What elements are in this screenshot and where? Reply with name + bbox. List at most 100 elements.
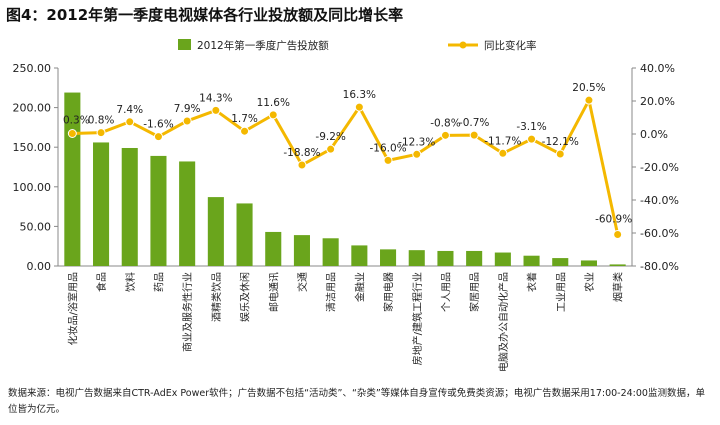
growth-rate-point [211, 105, 221, 115]
left-axis-tick-label: 250.00 [13, 62, 52, 75]
growth-rate-label: 16.3% [343, 89, 376, 101]
growth-rate-point [67, 129, 77, 139]
growth-rate-label: -18.8% [283, 147, 320, 159]
legend-bar-swatch [178, 39, 191, 50]
growth-rate-point [268, 110, 278, 120]
category-label: 饮料 [124, 272, 137, 292]
growth-rate-label: 14.3% [199, 92, 232, 104]
legend-line-label: 同比变化率 [484, 39, 537, 52]
growth-rate-point [354, 102, 364, 112]
bar [265, 231, 282, 266]
category-label: 金融业 [353, 272, 366, 302]
legend-line-marker [459, 41, 467, 49]
growth-rate-point [440, 130, 450, 140]
bar [380, 249, 397, 266]
category-label: 交通 [296, 272, 309, 292]
bar [408, 250, 425, 266]
legend-bar-label: 2012年第一季度广告投放额 [197, 39, 329, 52]
growth-rate-point [240, 126, 250, 136]
growth-rate-point [498, 148, 508, 158]
bar [179, 161, 196, 266]
category-label: 商业及服务性行业 [181, 272, 194, 352]
growth-rate-label: -60.9% [595, 213, 632, 225]
growth-rate-point [383, 155, 393, 165]
growth-rate-point [584, 95, 594, 105]
bar [322, 238, 339, 266]
growth-rate-label: 7.9% [174, 103, 201, 115]
bar [523, 255, 540, 266]
growth-rate-point [469, 130, 479, 140]
growth-rate-point [412, 149, 422, 159]
growth-rate-point [182, 116, 192, 126]
left-axis-tick-label: 150.00 [13, 141, 52, 154]
figure-title: 图4：2012年第一季度电视媒体各行业投放额及同比增长率 [6, 6, 404, 24]
category-label: 家用电器 [382, 272, 395, 312]
bar [150, 155, 167, 266]
growth-rate-label: -1.6% [143, 119, 173, 131]
growth-rate-point [125, 117, 135, 127]
growth-rate-label: 0.8% [88, 115, 115, 127]
category-label: 农业 [583, 272, 596, 292]
bar [93, 142, 110, 266]
growth-rate-label: 7.4% [116, 104, 143, 116]
growth-rate-line [72, 98, 620, 235]
category-label: 工业用品 [555, 272, 567, 312]
bar [293, 235, 310, 266]
category-label: 家居用品 [468, 272, 481, 312]
data-source-note: 数据来源：电视广告数据来自CTR-AdEx Power软件；广告数据不包括“活动… [8, 388, 705, 415]
bar [64, 92, 81, 266]
bar [466, 250, 483, 266]
growth-rate-point [153, 132, 163, 142]
bar [580, 260, 597, 266]
bar [609, 264, 626, 266]
growth-rate-label: -12.1% [542, 136, 579, 148]
growth-rate-point [96, 128, 106, 138]
bar [437, 250, 454, 266]
growth-rate-label: -12.3% [398, 136, 435, 148]
right-axis-tick-label: -80.0% [640, 260, 679, 273]
category-label: 清洁用品 [325, 272, 338, 312]
category-label: 个人用品 [440, 272, 452, 312]
growth-rate-label: -3.1% [516, 121, 546, 133]
growth-rate-label: 1.7% [231, 113, 258, 125]
category-label: 化妆品/浴室用品 [66, 272, 79, 345]
right-axis-tick-label: -20.0% [640, 161, 679, 174]
bar [207, 197, 224, 266]
right-axis-tick-label: -40.0% [640, 194, 679, 207]
bar [552, 258, 569, 266]
growth-rate-label: 20.5% [572, 82, 605, 94]
right-axis-tick-label: 20.0% [640, 95, 675, 108]
category-label: 食品 [95, 272, 108, 292]
bar [121, 147, 138, 266]
category-label: 酒精类饮品 [210, 272, 223, 322]
growth-rate-point [527, 134, 537, 144]
growth-rate-label: -0.8% [430, 117, 460, 129]
growth-rate-label: -0.7% [459, 117, 489, 129]
right-axis-tick-label: 0.0% [640, 128, 668, 141]
category-label: 烟草类 [612, 272, 625, 302]
left-axis-tick-label: 200.00 [13, 102, 52, 115]
growth-rate-label: -9.2% [315, 131, 345, 143]
growth-rate-point [613, 229, 623, 239]
right-axis-tick-label: -60.0% [640, 227, 679, 240]
left-axis-tick-label: 0.00 [27, 260, 52, 273]
category-label: 房地产/建筑工程行业 [411, 272, 424, 365]
chart-area: 2012年第一季度广告投放额 同比变化率 0.00 50.00 100.00 150.00… [0, 32, 720, 384]
growth-rate-point [555, 149, 565, 159]
left-axis-tick-label: 100.00 [13, 181, 52, 194]
growth-rate-point [326, 144, 336, 154]
growth-rate-label: 11.6% [257, 97, 290, 109]
category-label: 邮电通讯 [267, 272, 280, 312]
growth-rate-label: 0.3% [63, 115, 90, 127]
combo-chart: 2012年第一季度广告投放额 同比变化率 0.00 50.00 100.00 150.00… [13, 39, 679, 372]
right-axis-tick-label: 40.0% [640, 62, 675, 75]
category-label: 电脑及办公自动化产品 [497, 272, 510, 372]
left-axis-tick-label: 50.00 [20, 220, 52, 233]
bar [351, 245, 368, 266]
category-label: 衣着 [526, 272, 539, 292]
bar [494, 252, 511, 266]
category-label: 药品 [153, 272, 165, 292]
growth-rate-label: -11.7% [484, 135, 521, 147]
growth-rate-label: -16.0% [369, 142, 406, 154]
